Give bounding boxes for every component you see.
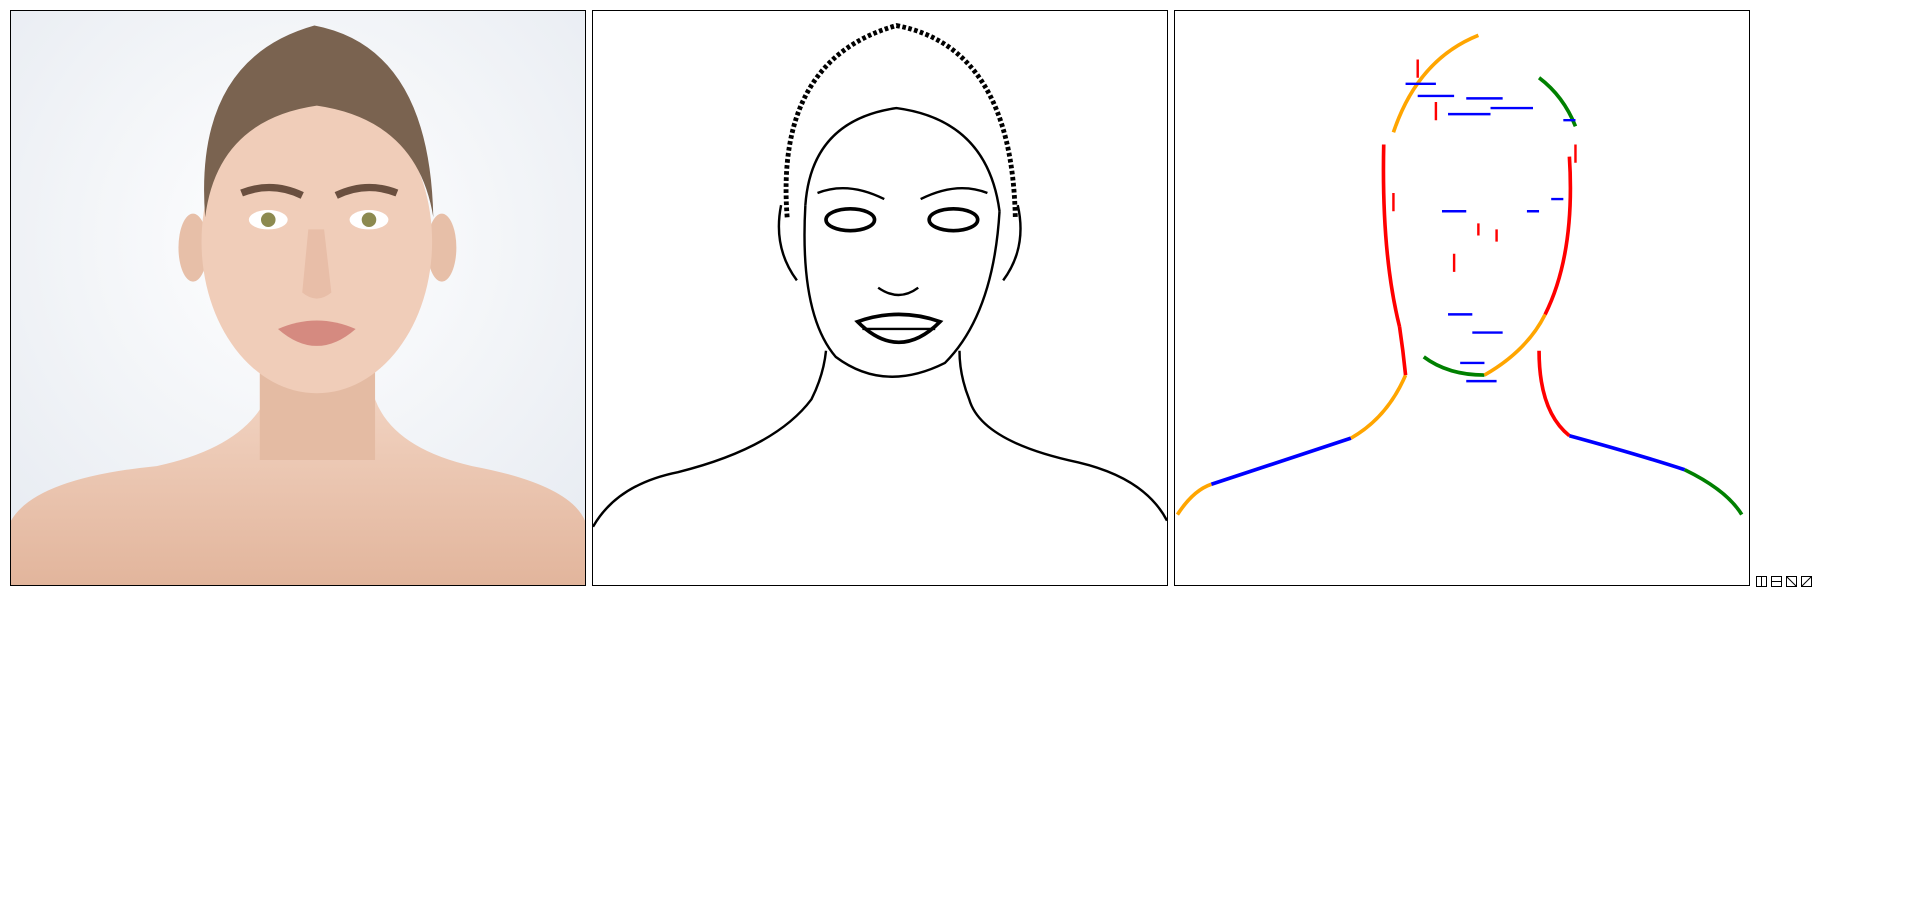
sketch <box>593 23 1167 528</box>
diagonal-icon[interactable] <box>1786 576 1797 587</box>
direction-map <box>1175 33 1744 516</box>
split-vertical-icon[interactable] <box>1756 576 1767 587</box>
direction-panel <box>1174 10 1750 586</box>
photo <box>11 11 585 585</box>
sketch-panel <box>592 10 1168 586</box>
anti-diagonal-icon[interactable] <box>1801 576 1812 587</box>
split-horizontal-icon[interactable] <box>1771 576 1782 587</box>
photo-panel <box>10 10 586 586</box>
toolbar <box>1756 576 1812 587</box>
